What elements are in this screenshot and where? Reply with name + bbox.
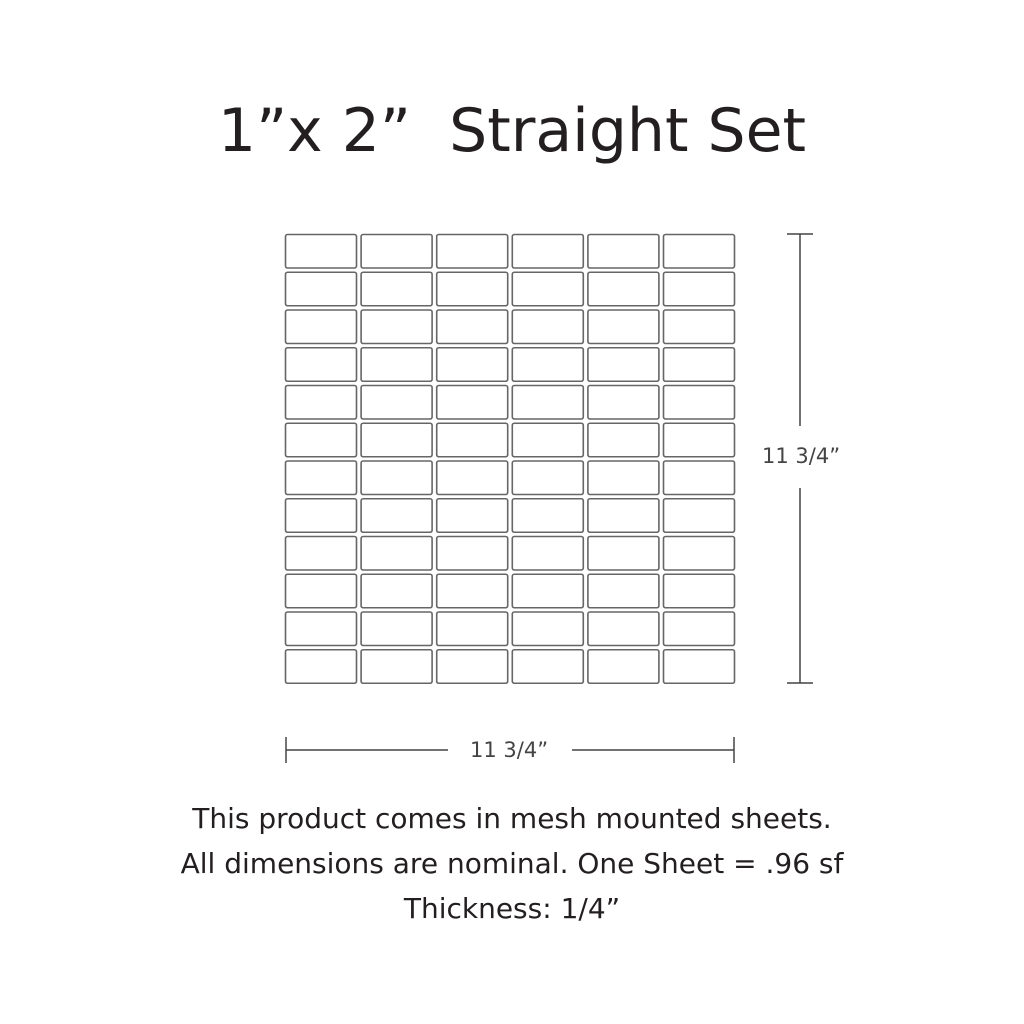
tile <box>587 422 660 458</box>
tile <box>284 346 358 383</box>
tile <box>587 535 660 571</box>
tile <box>587 309 660 345</box>
tile <box>662 346 736 383</box>
tile <box>435 233 509 269</box>
tile <box>587 460 660 496</box>
tile <box>511 271 585 307</box>
product-notes: This product comes in mesh mounted sheet… <box>0 796 1024 931</box>
tile <box>360 497 433 534</box>
tile <box>662 535 736 571</box>
width-dimension-line <box>285 737 735 763</box>
tile <box>435 573 509 609</box>
height-dimension-line <box>787 233 813 684</box>
tile <box>284 535 358 571</box>
tile <box>587 497 660 534</box>
tile <box>360 384 433 420</box>
tile <box>284 573 358 609</box>
tile <box>360 271 433 307</box>
tile <box>587 346 660 383</box>
tile <box>511 233 585 269</box>
tile <box>284 309 358 345</box>
tile <box>360 233 433 269</box>
tile <box>435 384 509 420</box>
tile <box>435 497 509 534</box>
tile <box>587 611 660 647</box>
tile <box>360 346 433 383</box>
tile <box>284 611 358 647</box>
tile <box>435 346 509 383</box>
tile <box>587 648 660 685</box>
tile <box>511 497 585 534</box>
tile <box>662 573 736 609</box>
tile <box>511 460 585 496</box>
tile <box>435 611 509 647</box>
diagram-title: 1”x 2” Straight Set <box>217 96 807 166</box>
tile <box>511 573 585 609</box>
tile <box>360 460 433 496</box>
tile <box>284 233 358 269</box>
tile <box>511 422 585 458</box>
tile <box>284 384 358 420</box>
tile <box>511 611 585 647</box>
tile <box>662 648 736 685</box>
tile <box>435 648 509 685</box>
tile <box>360 422 433 458</box>
tile <box>662 611 736 647</box>
tile <box>360 573 433 609</box>
tile <box>435 271 509 307</box>
tile <box>284 460 358 496</box>
tile <box>662 497 736 534</box>
tile <box>662 460 736 496</box>
tile <box>511 346 585 383</box>
tile <box>284 497 358 534</box>
tile <box>587 573 660 609</box>
tile <box>662 233 736 269</box>
tile <box>284 271 358 307</box>
tile <box>360 611 433 647</box>
tile <box>435 460 509 496</box>
tile <box>435 535 509 571</box>
tile <box>435 309 509 345</box>
tile <box>511 648 585 685</box>
tile <box>587 384 660 420</box>
tile <box>511 535 585 571</box>
tile <box>662 384 736 420</box>
note-line: This product comes in mesh mounted sheet… <box>192 802 832 835</box>
tile <box>360 535 433 571</box>
tile <box>360 309 433 345</box>
tile <box>360 648 433 685</box>
note-line: All dimensions are nominal. One Sheet = … <box>180 847 844 880</box>
note-line: Thickness: 1/4” <box>403 892 621 925</box>
tile <box>511 309 585 345</box>
tile <box>284 422 358 458</box>
height-dimension-label: 11 3/4” <box>762 444 841 468</box>
tile <box>511 384 585 420</box>
tile <box>587 233 660 269</box>
tile <box>662 271 736 307</box>
tile <box>587 271 660 307</box>
tile <box>435 422 509 458</box>
tile <box>284 648 358 685</box>
tile <box>662 309 736 345</box>
width-dimension-label: 11 3/4” <box>470 738 549 762</box>
tile <box>662 422 736 458</box>
tile-grid <box>284 233 736 685</box>
